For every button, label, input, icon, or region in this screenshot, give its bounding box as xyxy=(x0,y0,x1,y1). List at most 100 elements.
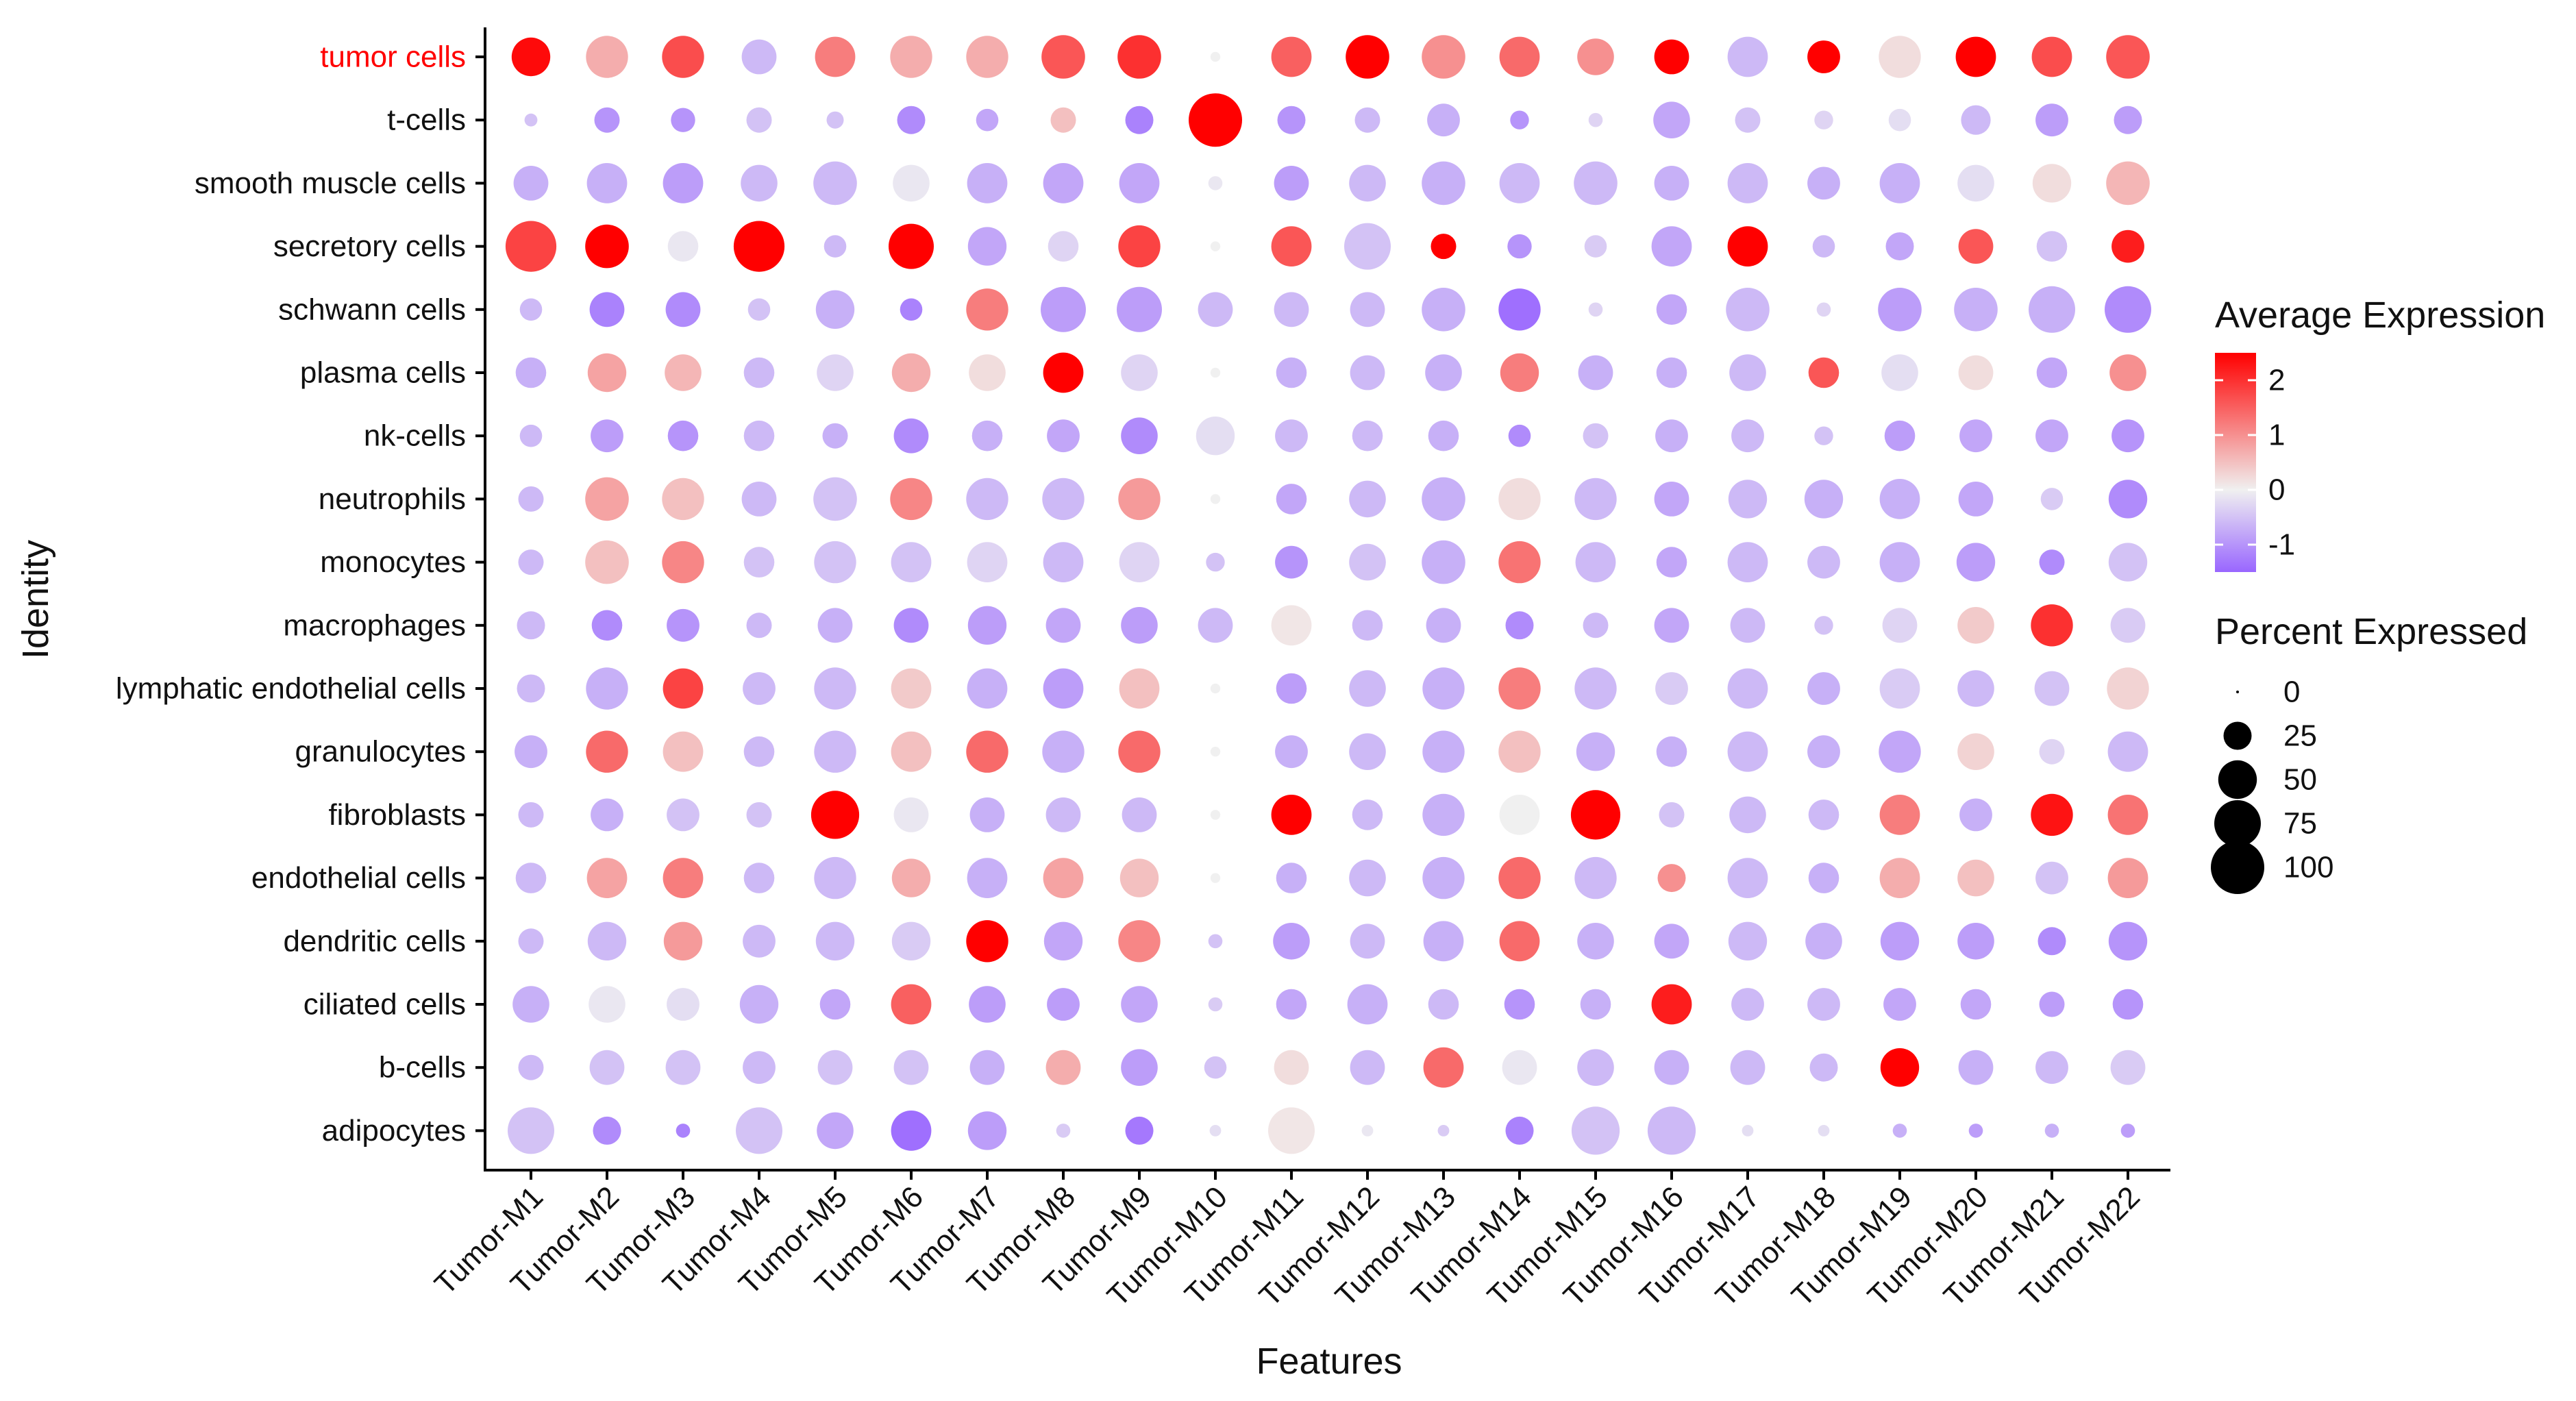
dot-smooth-muscle-cells-Tumor-M21 xyxy=(2032,164,2072,203)
y-tick-label: granulocytes xyxy=(295,735,466,769)
dot-smooth-muscle-cells-Tumor-M1 xyxy=(513,166,549,201)
dot-t-cells-Tumor-M15 xyxy=(1588,112,1603,127)
dot-fibroblasts-Tumor-M6 xyxy=(893,797,929,832)
dot-adipocytes-Tumor-M5 xyxy=(817,1112,854,1150)
y-tick-label: monocytes xyxy=(320,545,466,579)
dot-dendritic-cells-Tumor-M21 xyxy=(2038,927,2066,956)
dot-granulocytes-Tumor-M7 xyxy=(966,730,1008,773)
dot-nk-cells-Tumor-M8 xyxy=(1047,419,1080,453)
dot-schwann-cells-Tumor-M9 xyxy=(1117,286,1162,332)
dot-neutrophils-Tumor-M15 xyxy=(1574,478,1617,521)
dot-ciliated-cells-Tumor-M15 xyxy=(1580,989,1611,1020)
dot-endothelial-cells-Tumor-M12 xyxy=(1349,859,1386,897)
dot-ciliated-cells-Tumor-M2 xyxy=(589,986,626,1023)
dot-dendritic-cells-Tumor-M17 xyxy=(1728,921,1768,961)
dot-macrophages-Tumor-M7 xyxy=(967,606,1007,645)
dot-schwann-cells-Tumor-M19 xyxy=(1878,288,1922,332)
dot-lymphatic-endothelial-cells-Tumor-M15 xyxy=(1574,667,1617,710)
dot-secretory-cells-Tumor-M3 xyxy=(667,231,699,262)
dot-smooth-muscle-cells-Tumor-M2 xyxy=(586,163,628,203)
dot-nk-cells-Tumor-M2 xyxy=(591,419,623,453)
dot-lymphatic-endothelial-cells-Tumor-M10 xyxy=(1210,683,1221,694)
dot-tumor-cells-Tumor-M12 xyxy=(1346,35,1389,79)
dot-tumor-cells-Tumor-M17 xyxy=(1727,36,1768,77)
dot-granulocytes-Tumor-M18 xyxy=(1807,735,1840,769)
dot-endothelial-cells-Tumor-M17 xyxy=(1727,858,1768,898)
dot-t-cells-Tumor-M19 xyxy=(1888,108,1911,132)
dot-neutrophils-Tumor-M21 xyxy=(2040,488,2064,510)
dot-b-cells-Tumor-M8 xyxy=(1045,1050,1081,1085)
dot-schwann-cells-Tumor-M17 xyxy=(1726,288,1770,332)
y-tick-label: smooth muscle cells xyxy=(195,166,466,200)
dot-monocytes-Tumor-M7 xyxy=(967,542,1008,582)
dot-lymphatic-endothelial-cells-Tumor-M16 xyxy=(1655,672,1688,705)
dot-granulocytes-Tumor-M16 xyxy=(1656,736,1687,767)
dot-fibroblasts-Tumor-M16 xyxy=(1659,802,1685,828)
dot-monocytes-Tumor-M15 xyxy=(1575,542,1616,582)
y-tick-label: t-cells xyxy=(387,103,466,137)
dot-t-cells-Tumor-M7 xyxy=(976,108,999,132)
dot-b-cells-Tumor-M13 xyxy=(1423,1047,1464,1088)
dot-adipocytes-Tumor-M22 xyxy=(2120,1124,2135,1138)
dot-schwann-cells-Tumor-M11 xyxy=(1274,292,1309,327)
dot-t-cells-Tumor-M16 xyxy=(1653,101,1690,138)
y-tick-label: macrophages xyxy=(283,608,466,642)
dot-endothelial-cells-Tumor-M11 xyxy=(1276,863,1307,893)
dot-dendritic-cells-Tumor-M20 xyxy=(1957,923,1994,960)
dot-neutrophils-Tumor-M20 xyxy=(1958,482,1994,517)
size-legend-dot xyxy=(2236,691,2239,693)
dot-secretory-cells-Tumor-M18 xyxy=(1812,235,1835,258)
colorbar-tick-label: 1 xyxy=(2268,419,2285,452)
dot-monocytes-Tumor-M19 xyxy=(1879,542,1920,582)
dot-tumor-cells-Tumor-M22 xyxy=(2106,35,2150,79)
dot-schwann-cells-Tumor-M4 xyxy=(747,298,771,321)
dot-tumor-cells-Tumor-M4 xyxy=(741,39,777,75)
dot-fibroblasts-Tumor-M8 xyxy=(1045,797,1081,832)
y-tick-labels: tumor cells t-cells smooth muscle cells sec… xyxy=(116,40,466,1148)
colorbar-tick-label: 0 xyxy=(2268,473,2285,507)
dot-ciliated-cells-Tumor-M13 xyxy=(1428,989,1459,1020)
dot-secretory-cells-Tumor-M13 xyxy=(1431,234,1457,260)
dots-layer xyxy=(505,35,2151,1155)
dot-endothelial-cells-Tumor-M20 xyxy=(1957,859,1994,897)
dot-neutrophils-Tumor-M19 xyxy=(1879,479,1920,519)
dot-smooth-muscle-cells-Tumor-M9 xyxy=(1119,163,1160,203)
dot-endothelial-cells-Tumor-M14 xyxy=(1498,856,1541,900)
dot-smooth-muscle-cells-Tumor-M18 xyxy=(1807,166,1840,200)
dot-fibroblasts-Tumor-M5 xyxy=(810,791,860,839)
dot-neutrophils-Tumor-M10 xyxy=(1210,494,1221,504)
dot-tumor-cells-Tumor-M2 xyxy=(586,36,628,78)
dot-lymphatic-endothelial-cells-Tumor-M7 xyxy=(967,668,1008,709)
dot-tumor-cells-Tumor-M14 xyxy=(1499,36,1540,77)
dot-nk-cells-Tumor-M12 xyxy=(1352,420,1383,451)
dot-lymphatic-endothelial-cells-Tumor-M18 xyxy=(1807,672,1840,705)
dot-monocytes-Tumor-M11 xyxy=(1275,545,1308,579)
dot-b-cells-Tumor-M3 xyxy=(665,1050,701,1085)
dot-macrophages-Tumor-M4 xyxy=(746,612,772,638)
dot-adipocytes-Tumor-M20 xyxy=(1968,1124,1983,1138)
dot-t-cells-Tumor-M18 xyxy=(1814,110,1833,129)
dot-smooth-muscle-cells-Tumor-M11 xyxy=(1274,166,1309,201)
y-tick-label: lymphatic endothelial cells xyxy=(116,672,466,706)
dot-plasma-cells-Tumor-M13 xyxy=(1425,354,1462,391)
dot-fibroblasts-Tumor-M12 xyxy=(1352,799,1383,830)
dot-tumor-cells-Tumor-M9 xyxy=(1117,35,1161,79)
dot-fibroblasts-Tumor-M19 xyxy=(1879,795,1920,835)
size-legend-dot xyxy=(2218,760,2257,799)
dot-t-cells-Tumor-M12 xyxy=(1354,107,1380,133)
dot-nk-cells-Tumor-M9 xyxy=(1121,417,1158,454)
dot-granulocytes-Tumor-M15 xyxy=(1576,732,1615,771)
dot-nk-cells-Tumor-M16 xyxy=(1655,419,1688,453)
dot-neutrophils-Tumor-M11 xyxy=(1276,484,1307,514)
dot-tumor-cells-Tumor-M19 xyxy=(1879,36,1921,78)
dot-monocytes-Tumor-M14 xyxy=(1498,541,1541,584)
dot-nk-cells-Tumor-M7 xyxy=(971,420,1003,451)
dot-secretory-cells-Tumor-M4 xyxy=(733,221,785,272)
dot-adipocytes-Tumor-M11 xyxy=(1268,1107,1315,1154)
dot-tumor-cells-Tumor-M1 xyxy=(511,37,551,77)
dot-ciliated-cells-Tumor-M7 xyxy=(969,986,1006,1023)
dot-fibroblasts-Tumor-M14 xyxy=(1499,795,1540,835)
dot-macrophages-Tumor-M10 xyxy=(1198,608,1233,643)
dot-ciliated-cells-Tumor-M8 xyxy=(1047,988,1080,1021)
dot-b-cells-Tumor-M4 xyxy=(743,1051,776,1084)
